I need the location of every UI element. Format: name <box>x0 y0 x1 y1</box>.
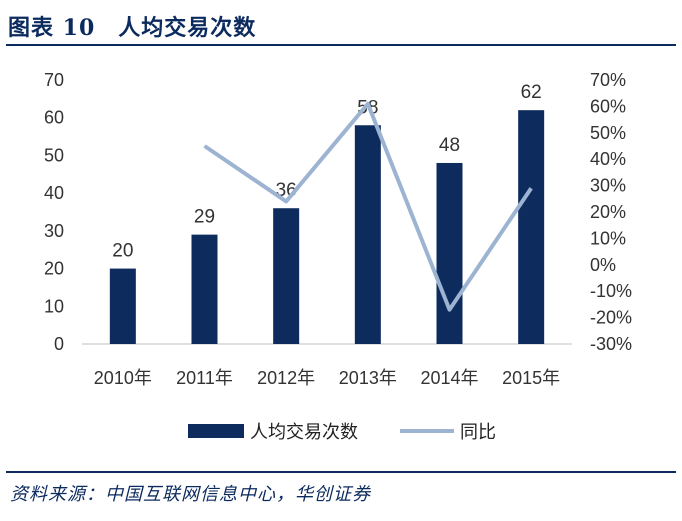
right-tick-label: 40% <box>590 149 626 169</box>
right-tick-label: 70% <box>590 70 626 90</box>
left-tick-label: 20 <box>44 259 64 279</box>
bar-data-label: 29 <box>194 207 215 228</box>
right-tick-label: -20% <box>590 308 632 328</box>
bar-data-label: 48 <box>439 135 460 156</box>
x-tick-label: 2011年 <box>176 368 233 388</box>
x-axis: 2010年 2011年 2012年 2013年 2014年 2015年 <box>94 368 560 388</box>
x-tick-label: 2012年 <box>257 368 315 388</box>
right-tick-label: -10% <box>590 281 632 301</box>
legend-swatch-bar <box>188 424 244 438</box>
right-tick-label: 0% <box>590 255 616 275</box>
source-rule <box>6 471 676 473</box>
right-axis: -30% -20% -10% 0% 10% 20% 30% 40% 50% 60% 70% <box>590 70 632 354</box>
right-tick-label: 50% <box>590 123 626 143</box>
left-tick-label: 60 <box>44 108 64 128</box>
bar <box>354 125 381 344</box>
left-tick-label: 10 <box>44 296 64 316</box>
left-axis: 0 10 20 30 40 50 60 70 <box>44 70 64 354</box>
source-note: 资料来源：中国互联网信息中心，华创证券 <box>10 484 371 505</box>
x-tick-label: 2014年 <box>420 368 478 388</box>
right-tick-label: -30% <box>590 334 632 354</box>
left-tick-label: 30 <box>44 221 64 241</box>
left-tick-label: 70 <box>44 70 64 90</box>
bar <box>191 234 218 344</box>
legend: 人均交易次数 同比 <box>188 422 496 443</box>
bar <box>273 208 300 344</box>
legend-label-bar: 人均交易次数 <box>250 422 358 443</box>
bar-data-label: 20 <box>112 241 133 262</box>
left-tick-label: 40 <box>44 183 64 203</box>
right-tick-label: 20% <box>590 202 626 222</box>
bar <box>109 268 136 344</box>
legend-label-line: 同比 <box>460 422 496 443</box>
right-tick-label: 10% <box>590 228 626 248</box>
bar <box>436 162 463 344</box>
left-tick-label: 50 <box>44 145 64 165</box>
title-rule <box>6 44 676 46</box>
x-tick-label: 2015年 <box>502 368 560 388</box>
x-tick-label: 2013年 <box>339 368 397 388</box>
right-tick-label: 60% <box>590 96 626 116</box>
right-tick-label: 30% <box>590 176 626 196</box>
x-tick-label: 2010年 <box>94 368 152 388</box>
yoy-line <box>203 101 533 312</box>
chart-area: 0 10 20 30 40 50 60 70 -30% -20% -10% 0% 10% 20% 30% 4… <box>44 70 632 443</box>
left-tick-label: 0 <box>54 334 64 354</box>
bar <box>518 110 545 345</box>
bar-data-label: 62 <box>521 82 542 103</box>
bar-series <box>109 110 545 345</box>
figure-title: 图表 10 人均交易次数 <box>8 15 257 41</box>
